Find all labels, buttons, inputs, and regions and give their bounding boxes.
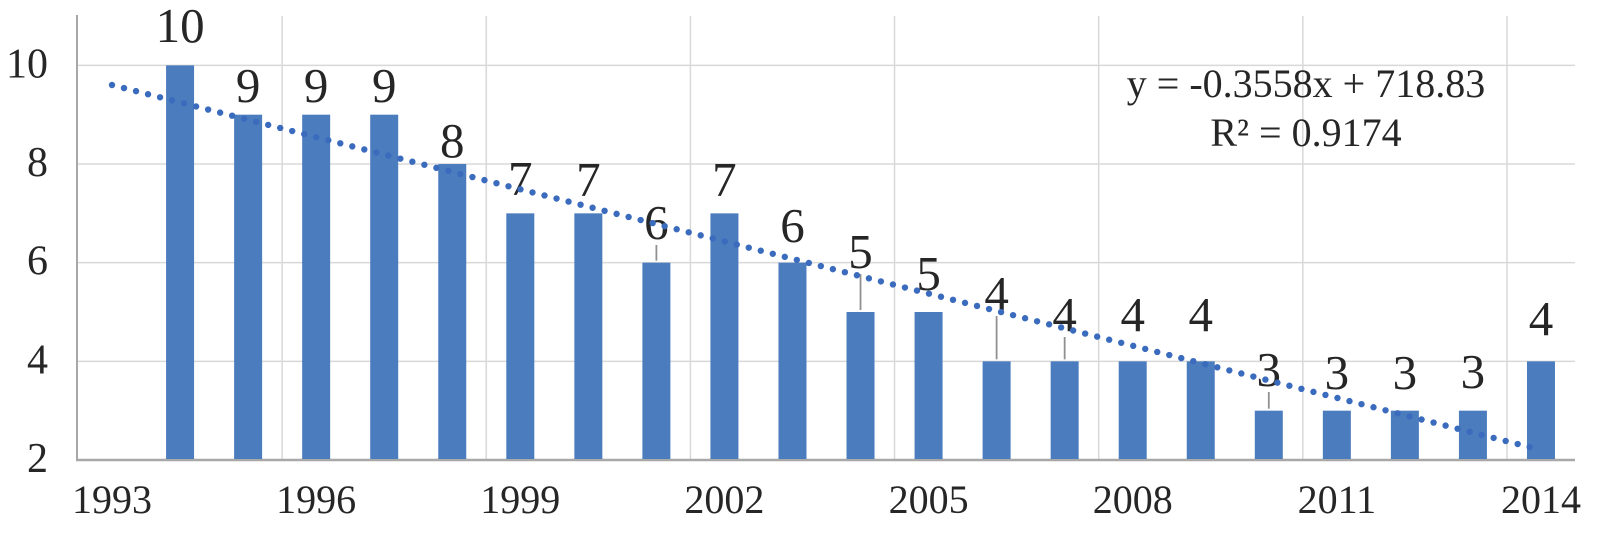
data-label: 3 [1325, 345, 1350, 400]
bar [1390, 410, 1419, 459]
data-label: 3 [1393, 345, 1418, 400]
data-label: 7 [508, 151, 533, 206]
data-label: 6 [780, 198, 805, 253]
data-label: 7 [576, 152, 601, 207]
bar [1186, 361, 1215, 459]
trendline-equation: y = -0.3558x + 718.83 R² = 0.9174 [1127, 59, 1485, 157]
y-axis-label: 2 [27, 436, 48, 482]
r-squared-line: R² = 0.9174 [1210, 110, 1402, 155]
data-label: 5 [848, 224, 873, 279]
x-axis-label: 1996 [276, 477, 356, 522]
bar [982, 361, 1011, 459]
y-axis-label: 4 [27, 337, 48, 383]
x-axis-label: 2011 [1298, 477, 1377, 522]
bar [234, 114, 263, 459]
x-axis-label: 2008 [1093, 477, 1173, 522]
y-axis-label: 6 [27, 239, 48, 285]
data-label: 4 [1052, 287, 1077, 342]
trendline [108, 81, 1545, 454]
bar [506, 213, 535, 459]
y-axis-label: 8 [27, 140, 48, 186]
x-axis-label: 1999 [480, 477, 560, 522]
data-label: 9 [372, 58, 397, 113]
bar [370, 114, 399, 459]
data-label: 7 [712, 152, 737, 207]
bar [302, 114, 331, 459]
bar [166, 65, 195, 460]
data-label: 3 [1257, 342, 1282, 397]
bar [574, 213, 603, 459]
data-label: 10 [156, 0, 205, 53]
bar [1322, 410, 1351, 459]
data-label: 9 [236, 58, 261, 113]
bar [1526, 361, 1555, 459]
y-axis-label: 10 [6, 41, 48, 87]
bar [642, 262, 671, 459]
x-axis-label: 2005 [889, 477, 969, 522]
bar [914, 312, 943, 459]
equation-line: y = -0.3558x + 718.83 [1126, 61, 1486, 106]
data-label: 4 [1529, 291, 1554, 346]
data-label: 4 [1189, 287, 1214, 342]
bar [438, 164, 467, 459]
bar [1254, 410, 1283, 459]
data-label: 9 [304, 58, 329, 113]
data-label: 4 [1120, 287, 1145, 342]
bar [1118, 361, 1147, 459]
data-label: 3 [1461, 344, 1486, 399]
bar [710, 213, 739, 459]
x-axis-label: 1993 [72, 477, 152, 522]
x-axis-label: 2014 [1501, 477, 1581, 522]
bar [778, 262, 807, 459]
bar [1050, 361, 1079, 459]
x-axis-label: 2002 [684, 477, 764, 522]
bar [846, 312, 875, 459]
data-label: 8 [440, 113, 465, 168]
data-label: 6 [644, 195, 669, 250]
data-label: 4 [984, 266, 1009, 321]
